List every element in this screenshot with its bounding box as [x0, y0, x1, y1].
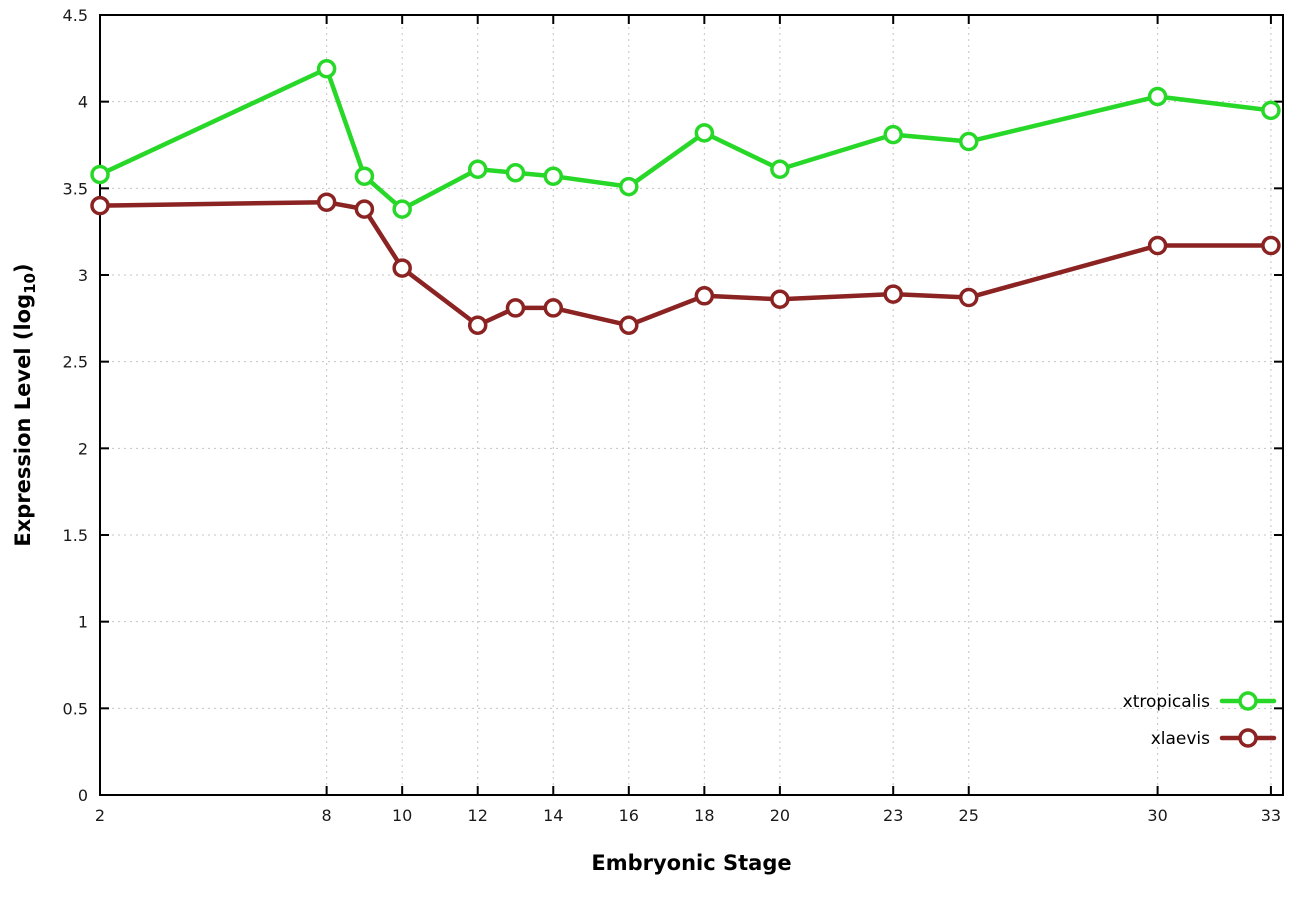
data-point-xlaevis	[1261, 235, 1281, 256]
x-tick-label: 25	[959, 806, 979, 825]
y-axis-title: Expression Level (log10)	[11, 263, 39, 546]
y-tick-label: 1.5	[63, 526, 88, 545]
data-point-xlaevis	[392, 258, 412, 278]
data-point-xlaevis	[1147, 235, 1168, 256]
data-point-xtropicalis	[1261, 100, 1281, 121]
y-tick-label: 3.5	[63, 179, 88, 198]
x-tick-label: 14	[543, 806, 563, 825]
data-point-xtropicalis	[694, 123, 715, 143]
data-point-xlaevis	[770, 289, 790, 310]
data-point-xtropicalis	[883, 124, 903, 145]
legend-label-xtropicalis: xtropicalis	[1123, 692, 1210, 712]
data-point-xlaevis	[505, 298, 526, 318]
y-tick-label: 0.5	[63, 699, 88, 718]
data-point-xtropicalis	[958, 131, 979, 152]
x-axis-title: Embryonic Stage	[591, 851, 791, 875]
legend-marker-xlaevis	[1238, 728, 1258, 748]
data-point-xlaevis	[958, 287, 979, 308]
y-tick-labels: 0 0.5 1 1.5 2 2.5 3 3.5 4 4.5	[63, 6, 88, 805]
data-point-xtropicalis	[90, 164, 110, 185]
data-point-xlaevis	[883, 284, 903, 304]
data-point-xtropicalis	[467, 159, 488, 180]
x-tick-label: 12	[468, 806, 488, 825]
grid-lines	[99, 14, 1283, 796]
data-point-xlaevis	[90, 195, 110, 216]
data-point-xtropicalis	[1147, 86, 1168, 107]
data-point-xlaevis	[543, 298, 564, 318]
data-point-xlaevis	[354, 199, 375, 219]
legend-marker-xtropicalis	[1238, 691, 1258, 711]
x-tick-label: 23	[883, 806, 903, 825]
x-tick-label: 8	[322, 806, 332, 825]
data-point-xtropicalis	[316, 58, 337, 79]
data-point-xtropicalis	[505, 162, 526, 183]
y-tick-label: 0	[78, 786, 88, 805]
data-point-xlaevis	[619, 315, 639, 336]
y-tick-label: 4.5	[63, 6, 88, 25]
y-tick-label: 4	[78, 93, 88, 112]
x-tick-label: 18	[694, 806, 714, 825]
x-tick-labels: 2 8 10 12 14 16 18 20 23 25 30 33	[95, 806, 1281, 825]
data-point-xtropicalis	[770, 159, 790, 180]
series-xlaevis	[90, 192, 1281, 336]
x-tick-label: 30	[1147, 806, 1167, 825]
y-tick-label: 2	[78, 439, 88, 458]
y-tick-label: 3	[78, 266, 88, 285]
legend-label-xlaevis: xlaevis	[1151, 729, 1210, 749]
y-tick-label: 2.5	[63, 353, 88, 372]
x-tick-label: 2	[95, 806, 105, 825]
data-point-xtropicalis	[392, 199, 412, 219]
x-tick-label: 10	[392, 806, 412, 825]
series-line-xlaevis	[97, 199, 1274, 328]
y-tick-label: 1	[78, 613, 88, 632]
data-point-xlaevis	[694, 286, 715, 306]
series-xtropicalis	[90, 58, 1281, 219]
data-point-xtropicalis	[354, 166, 375, 186]
legend: xtropicalis xlaevis	[1123, 691, 1277, 749]
x-tick-label: 16	[619, 806, 639, 825]
data-point-xtropicalis	[619, 176, 639, 197]
x-tick-label: 20	[770, 806, 790, 825]
plot-border	[99, 14, 1284, 796]
data-point-xlaevis	[316, 192, 337, 212]
axis-ticks	[99, 14, 1283, 796]
data-point-xlaevis	[467, 315, 488, 336]
data-point-xtropicalis	[543, 166, 564, 186]
x-tick-label: 33	[1261, 806, 1281, 825]
